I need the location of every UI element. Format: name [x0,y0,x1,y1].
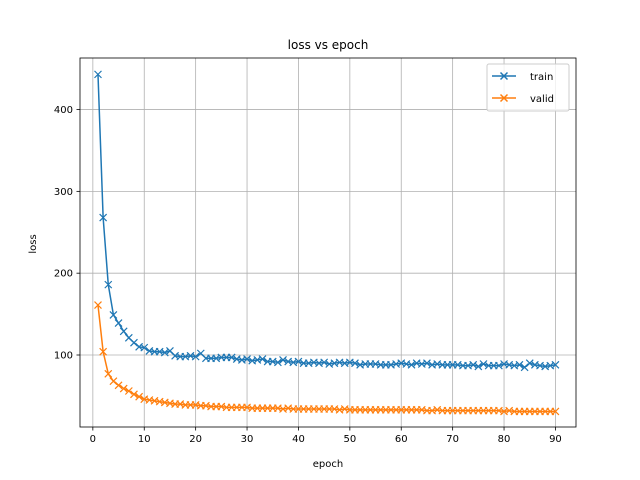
data-point-valid [124,387,133,395]
data-point-train [423,359,431,368]
data-point-valid [130,390,138,399]
legend: train valid [486,63,570,112]
data-point-train [243,355,251,364]
data-point-train [494,361,503,370]
x-tick-label: 90 [549,434,562,445]
data-point-train [320,358,329,367]
data-point-train [114,319,123,328]
x-tick-label: 60 [395,434,408,445]
data-point-valid [104,369,113,378]
series-layer [94,70,560,416]
chart-title: loss vs epoch [288,38,369,52]
legend-entry-train: train [492,71,553,83]
y-tick-label: 400 [54,105,73,116]
data-point-train [294,357,303,366]
x-tick-label: 50 [343,434,356,445]
data-point-train [94,70,102,79]
data-point-train [273,358,282,367]
data-point-train [191,352,200,361]
data-point-train [474,362,483,371]
data-point-train [140,343,149,352]
legend-marker-train-icon [499,71,509,81]
y-axis-label: loss [28,234,39,253]
legend-entry-valid: valid [492,93,554,105]
data-point-train [104,280,113,289]
legend-label-valid: valid [530,94,554,105]
data-point-train [525,359,534,368]
x-tick-label: 80 [498,434,511,445]
x-tick-label: 30 [241,434,254,445]
data-point-train [109,310,118,319]
x-tick-label: 20 [189,434,202,445]
x-tick-label: 70 [446,434,459,445]
data-point-valid [114,381,123,390]
data-point-train [279,355,287,364]
data-point-train [551,360,560,369]
x-axis-label: epoch [313,459,343,470]
series-valid [94,301,560,416]
y-tick-label: 200 [54,269,73,280]
data-point-train [227,353,236,362]
data-point-train [479,360,488,368]
data-point-valid [135,392,144,401]
x-tick-label: 0 [90,434,96,445]
y-tick-label: 100 [54,351,73,362]
data-point-train [119,327,128,336]
x-tick-label: 40 [292,434,305,445]
data-point-valid [109,377,118,386]
data-point-train [130,338,138,347]
data-point-train [469,360,478,369]
data-point-train [160,348,169,357]
series-train [94,70,560,372]
data-point-valid [551,407,560,416]
legend-label-train: train [530,72,553,83]
data-point-train [520,363,529,372]
data-point-valid [99,347,108,356]
x-tick-label: 10 [138,434,151,445]
data-point-valid [119,384,128,393]
data-point-train [258,355,267,364]
y-tick-label: 300 [54,187,73,198]
data-point-train [515,360,524,369]
plot-frame [79,57,577,428]
legend-box [486,63,570,112]
data-point-train [351,359,359,368]
data-point-train [407,360,416,369]
axis-ticks: 0 10 20 30 40 50 60 70 80 90 100 200 300 400 [54,105,562,445]
data-point-train [99,213,108,222]
data-point-valid [94,301,102,310]
legend-marker-valid-icon [499,93,509,103]
